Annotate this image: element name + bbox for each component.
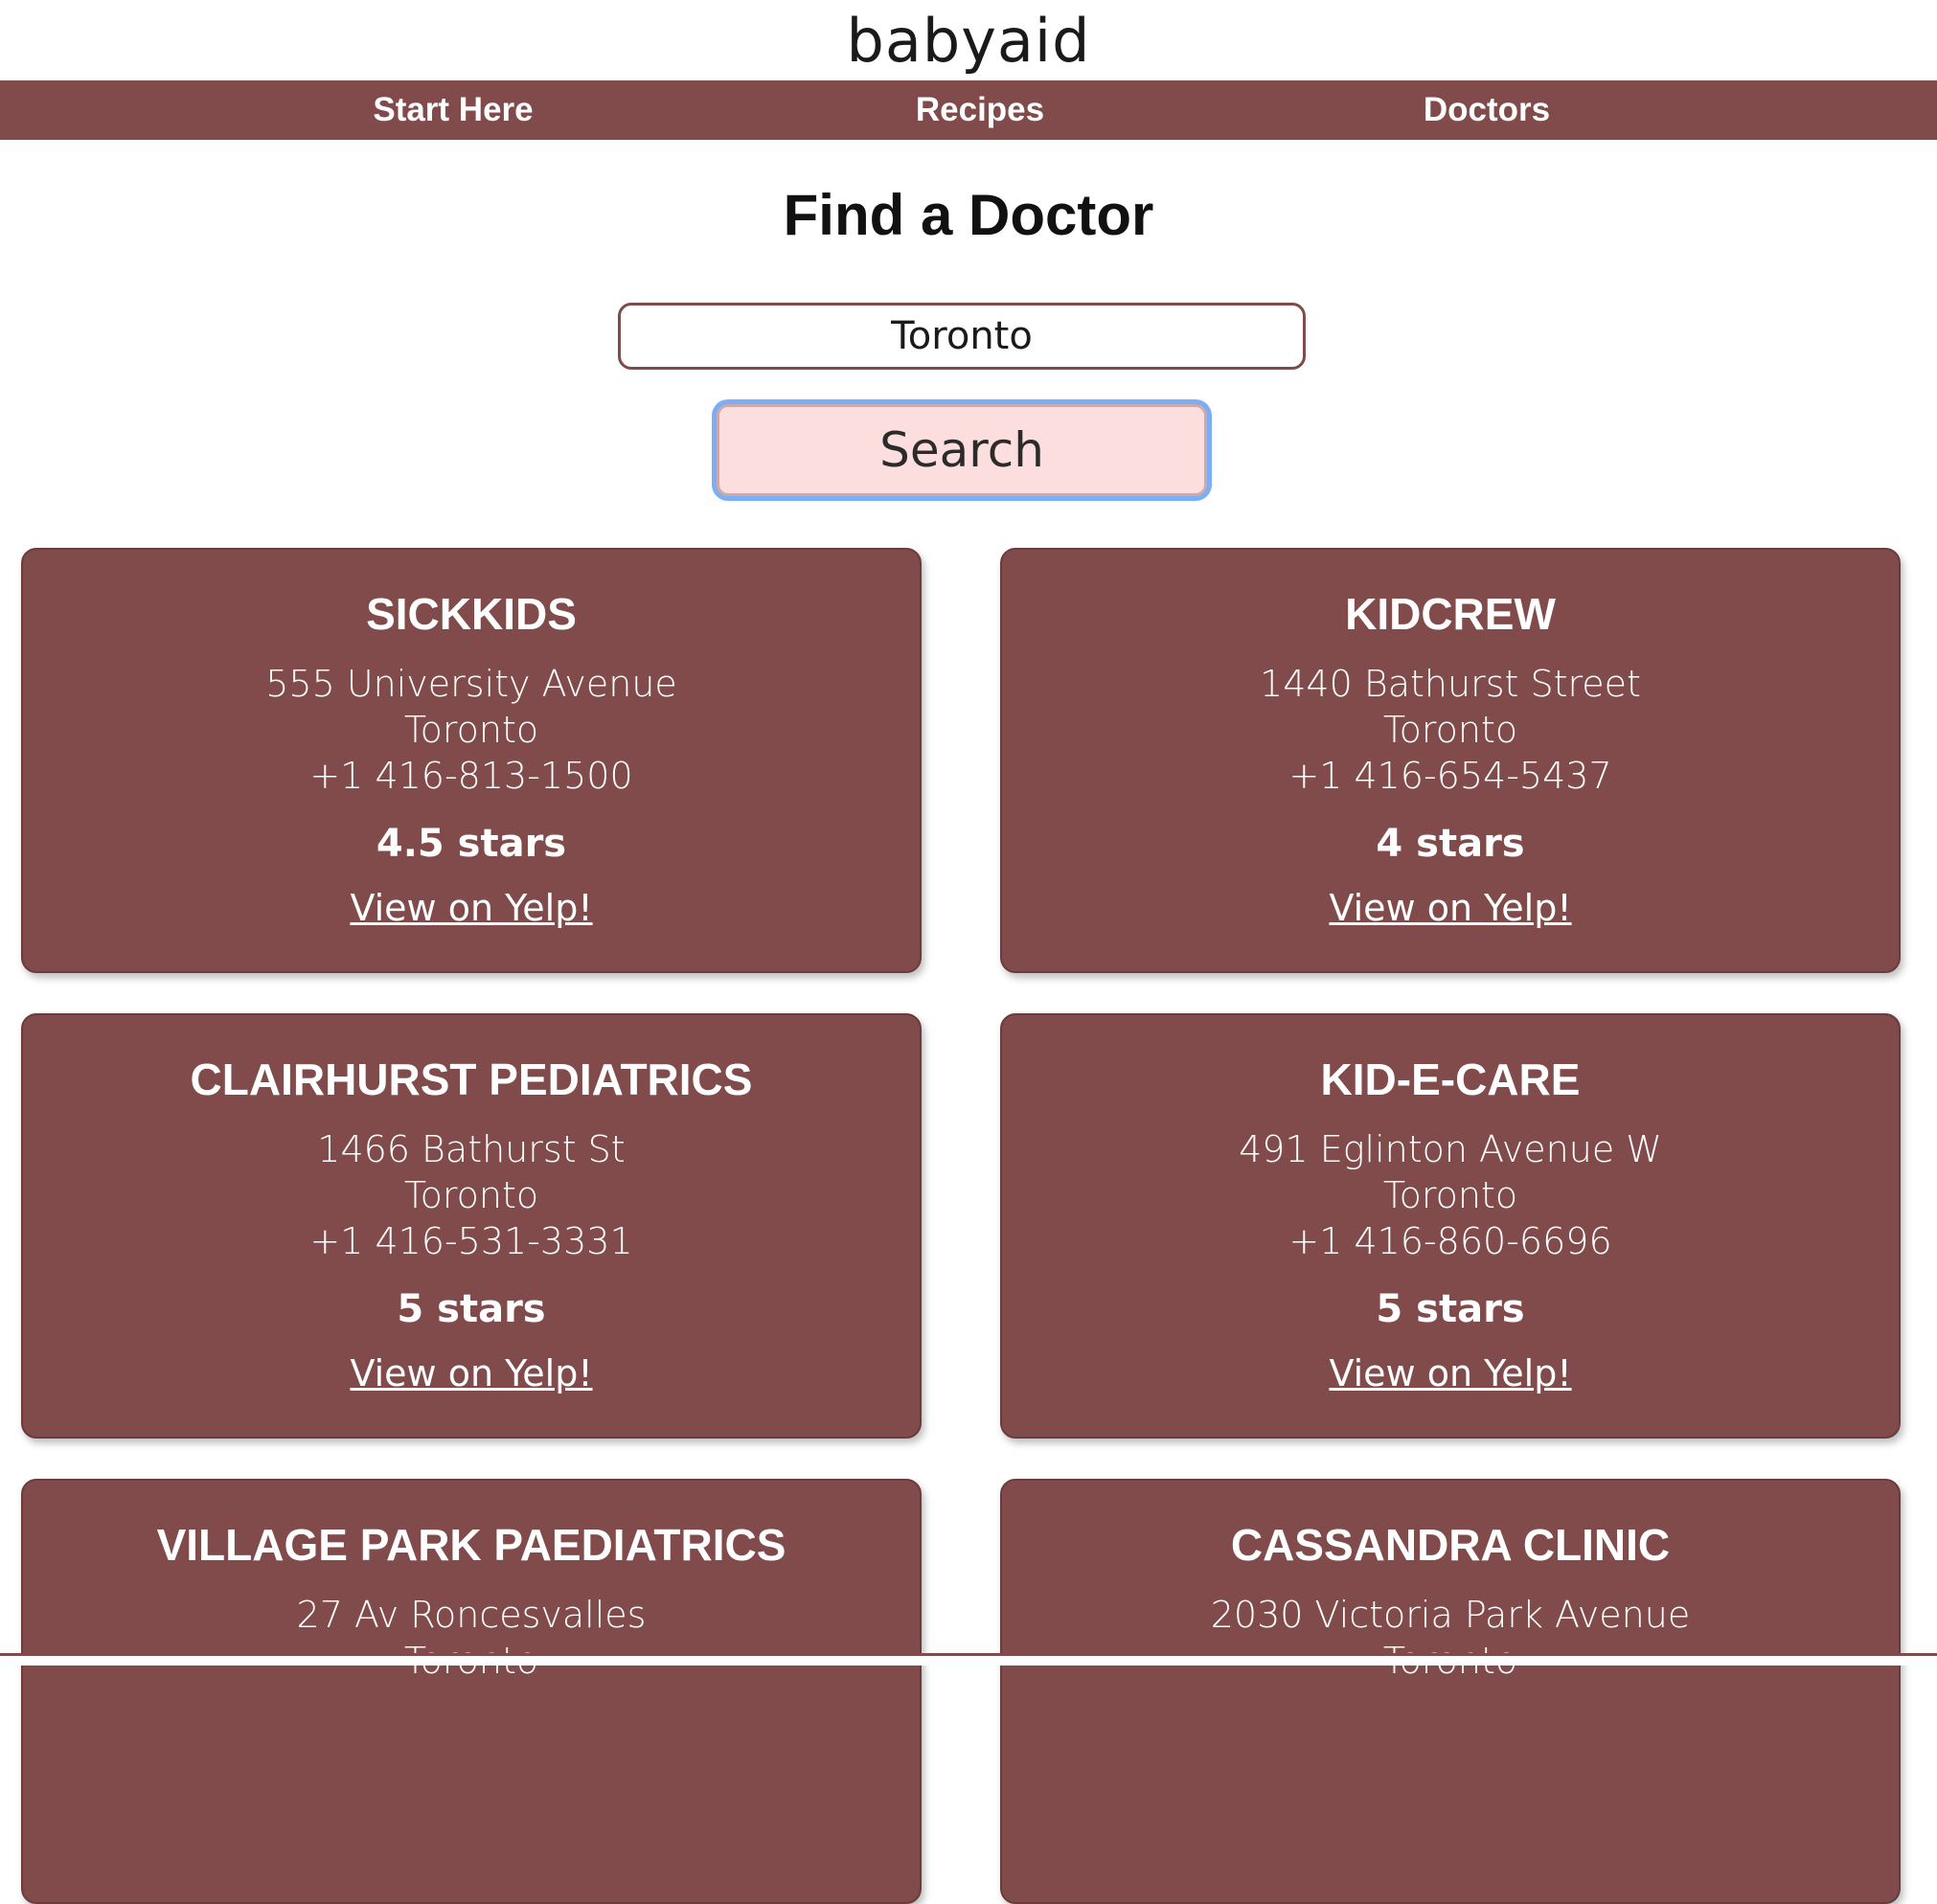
doctor-name: KidCrew [1345, 589, 1556, 639]
view-on-yelp-link[interactable]: View on Yelp! [350, 887, 593, 929]
doctor-city: Toronto [1382, 1174, 1518, 1216]
doctor-card: Kid-E-Care 491 Eglinton Avenue W Toronto… [1000, 1013, 1901, 1439]
doctor-address: 555 University Avenue [265, 663, 677, 705]
doctor-phone: +1 416-813-1500 [309, 755, 633, 797]
main-nav: Start Here Recipes Doctors [0, 80, 1937, 140]
doctor-card: KidCrew 1440 Bathurst Street Toronto +1 … [1000, 548, 1901, 973]
doctor-name: SickKids [366, 589, 577, 639]
doctor-rating: 4 stars [1376, 822, 1525, 866]
doctor-address: 2030 Victoria Park Avenue [1210, 1594, 1691, 1636]
doctor-address: 491 Eglinton Avenue W [1239, 1128, 1662, 1170]
doctor-address: 1466 Bathurst St [317, 1128, 626, 1170]
doctor-rating: 5 stars [397, 1287, 546, 1331]
view-on-yelp-link[interactable]: View on Yelp! [350, 1352, 593, 1394]
doctor-name: Cassandra Clinic [1230, 1520, 1671, 1570]
doctor-rating: 5 stars [1376, 1287, 1525, 1331]
doctor-city: Toronto [403, 709, 539, 751]
doctor-name: Kid-E-Care [1320, 1054, 1581, 1104]
doctor-card: Cassandra Clinic 2030 Victoria Park Aven… [1000, 1479, 1901, 1904]
search-input[interactable] [618, 303, 1306, 370]
brand-logo[interactable]: babyaid [846, 5, 1091, 76]
search-button[interactable]: Search [717, 404, 1207, 496]
doctor-name: Clairhurst Pediatrics [190, 1054, 753, 1104]
doctor-name: Village Park Paediatrics [156, 1520, 786, 1570]
doctor-address: 27 Av Roncesvalles [296, 1594, 647, 1636]
view-on-yelp-link[interactable]: View on Yelp! [1329, 1352, 1572, 1394]
page-bottom-divider [0, 1653, 1937, 1666]
nav-item-doctors[interactable]: Doctors [1423, 91, 1551, 128]
doctor-card: SickKids 555 University Avenue Toronto +… [21, 548, 922, 973]
doctor-city: Toronto [403, 1174, 539, 1216]
doctor-city: Toronto [1382, 709, 1518, 751]
nav-item-start-here[interactable]: Start Here [373, 91, 534, 128]
doctor-phone: +1 416-860-6696 [1288, 1220, 1612, 1262]
doctor-address: 1440 Bathurst Street [1260, 663, 1641, 705]
doctor-phone: +1 416-531-3331 [309, 1220, 633, 1262]
doctor-card: Clairhurst Pediatrics 1466 Bathurst St T… [21, 1013, 922, 1439]
doctor-phone: +1 416-654-5437 [1288, 755, 1612, 797]
nav-item-recipes[interactable]: Recipes [915, 91, 1045, 128]
page-title: Find a Doctor [783, 183, 1154, 247]
doctor-rating: 4.5 stars [376, 822, 567, 866]
doctor-card: Village Park Paediatrics 27 Av Roncesval… [21, 1479, 922, 1904]
view-on-yelp-link[interactable]: View on Yelp! [1329, 887, 1572, 929]
